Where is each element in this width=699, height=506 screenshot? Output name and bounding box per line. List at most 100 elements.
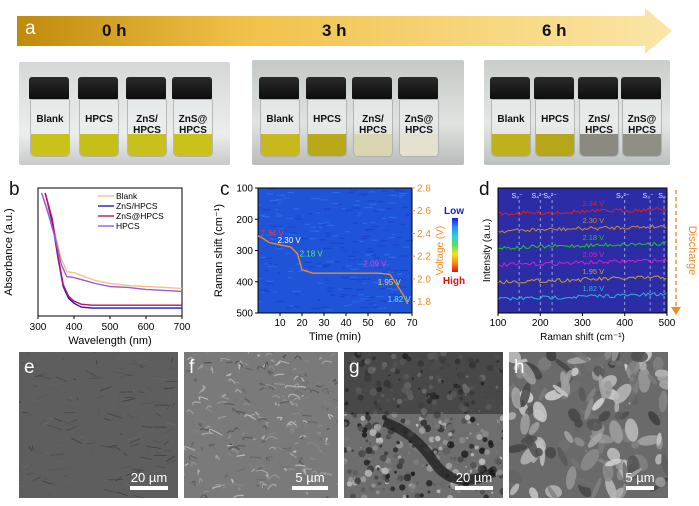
y-tick-label: 100 — [236, 184, 253, 195]
vial-3h-2: ZnS/HPCS — [352, 77, 393, 157]
vial-cap — [78, 77, 118, 99]
sem-texture — [184, 352, 338, 498]
scale-label-e: 20 µm — [130, 470, 168, 485]
vial-cap — [306, 77, 346, 99]
raman-spectrum — [497, 223, 668, 234]
x-tick-label: 400 — [66, 322, 83, 333]
spectrum-voltage-label: 2.30 V — [583, 216, 605, 225]
vial-body: Blank — [30, 99, 70, 157]
vial-label: Blank — [36, 114, 64, 125]
x-tick-label: 700 — [174, 322, 190, 333]
spectrum-voltage-label: 1.95 V — [583, 267, 605, 276]
y2-tick-label: 2.4 — [417, 229, 431, 240]
x-axis-label: Raman shift (cm⁻¹) — [540, 332, 625, 343]
y-tick-label: 200 — [236, 215, 253, 226]
panel-letter-b: b — [9, 179, 20, 200]
y2-tick-label: 2.2 — [417, 252, 431, 263]
peak-label: S₃⁻ — [642, 193, 654, 200]
voltage-curve — [257, 235, 409, 305]
time-arrow — [17, 8, 672, 54]
scale-label-f: 5 µm — [295, 470, 325, 485]
sem-image-g: g 20 µm — [344, 352, 503, 498]
y2-tick-label: 2.0 — [417, 274, 431, 285]
scale-bar-f: 5 µm — [288, 470, 332, 490]
time-label-0h: 0 h — [102, 21, 127, 40]
x-tick-label: 100 — [490, 318, 507, 329]
vial-cap — [398, 77, 438, 99]
x-tick-label: 600 — [138, 322, 155, 333]
panel-letter-g: g — [349, 357, 360, 378]
voltage-annotation: 2.34 V — [261, 229, 285, 238]
y-axis-label: Raman shift (cm⁻¹) — [213, 204, 225, 297]
raman-spectrum — [497, 291, 668, 301]
series-line-hpcs — [40, 192, 183, 293]
y-tick-label: 300 — [236, 246, 253, 257]
y2-tick-label: 1.8 — [417, 297, 431, 308]
heatmap-noise — [258, 188, 413, 311]
vial-liquid — [623, 134, 661, 156]
vial-label: ZnS@ HPCS — [404, 114, 434, 136]
sem-texture — [19, 352, 178, 498]
vial-cap — [490, 77, 530, 99]
vial-0h-1: HPCS — [78, 77, 119, 157]
panel-letter-a: a — [25, 18, 36, 39]
vial-body: ZnS@ HPCS — [399, 99, 439, 157]
peak-label: S₄²⁻ — [531, 193, 545, 200]
vial-body: ZnS@ HPCS — [622, 99, 662, 157]
scale-label-h: 5 µm — [625, 470, 655, 485]
legend-label: ZnS@HPCS — [116, 211, 164, 221]
discharge-label: Discharge — [686, 226, 698, 276]
voltage-annotation: 2.09 V — [363, 260, 387, 269]
vial-photo-3h: Blank HPCS ZnS/HPCS ZnS@ HPCS — [252, 60, 464, 165]
vial-photo-6h: Blank HPCS ZnS/HPCS ZnS@ HPCS — [484, 60, 670, 165]
vial-liquid — [492, 134, 530, 156]
vial-liquid — [80, 134, 118, 156]
vial-3h-3: ZnS@ HPCS — [398, 77, 439, 157]
y-axis-label: Intensity (a.u.) — [482, 219, 493, 282]
vial-photo-0h: Blank HPCS ZnS/HPCS ZnS@ HPCS — [19, 62, 230, 165]
legend-label: HPCS — [116, 221, 140, 231]
vial-cap — [29, 77, 69, 99]
scale-bar-h: 5 µm — [619, 470, 661, 490]
vial-label: HPCS — [313, 114, 341, 125]
vial-cap — [126, 77, 166, 99]
x-tick-label: 20 — [296, 318, 308, 329]
y2-tick-label: 2.8 — [417, 184, 431, 195]
vial-body: Blank — [260, 99, 300, 157]
peak-label: S₄²⁻ — [616, 193, 630, 200]
vial-body: ZnS@ HPCS — [173, 99, 213, 157]
panel-letter-f: f — [189, 357, 195, 378]
vial-cap — [352, 77, 392, 99]
voltage-annotation: 2.18 V — [300, 249, 324, 258]
vial-cap — [172, 77, 212, 99]
sem-image-h: h 5 µm — [509, 352, 668, 498]
vial-liquid — [536, 134, 574, 156]
vial-label: ZnS@ HPCS — [627, 114, 657, 136]
panel-letter-h: h — [514, 357, 525, 378]
y-tick-label: 400 — [236, 277, 253, 288]
raman-spectrum — [497, 275, 668, 285]
x-tick-label: 500 — [102, 322, 119, 333]
raman-spectrum — [497, 241, 668, 250]
scale-bar-e: 20 µm — [125, 470, 173, 490]
scale-line-e — [130, 486, 168, 490]
raman-spectra-chart: S₃⁻ S₄²⁻S₆²⁻ S₄²⁻ S₃⁻ S₈2.34 V2.30 V2.18 V2.… — [482, 187, 698, 343]
legend-label: Blank — [116, 191, 138, 201]
scale-line-h — [626, 486, 654, 490]
x-tick-label: 60 — [384, 318, 396, 329]
scale-label-g: 20 µm — [455, 470, 493, 485]
x-tick-label: 70 — [406, 318, 418, 329]
y-axis-label: Absorbance (a.u.) — [3, 208, 15, 295]
vial-liquid — [308, 134, 346, 156]
panel-letter-e: e — [24, 357, 35, 378]
series-line-znshpcs — [44, 192, 182, 306]
vial-label: HPCS — [85, 114, 113, 125]
discharge-arrow-head — [671, 307, 681, 315]
legend-label: ZnS/HPCS — [116, 201, 158, 211]
in-situ-raman-heatmap: 2.34 V2.30 V 2.18 V 2.09 V 1.95 V 1.82 V 100 2… — [213, 184, 465, 344]
vial-body: Blank — [491, 99, 531, 157]
sem-image-f: f 5 µm — [184, 352, 338, 498]
sem-texture — [344, 352, 503, 498]
vial-3h-1: HPCS — [306, 77, 347, 157]
x-tick-label: 300 — [30, 322, 47, 333]
